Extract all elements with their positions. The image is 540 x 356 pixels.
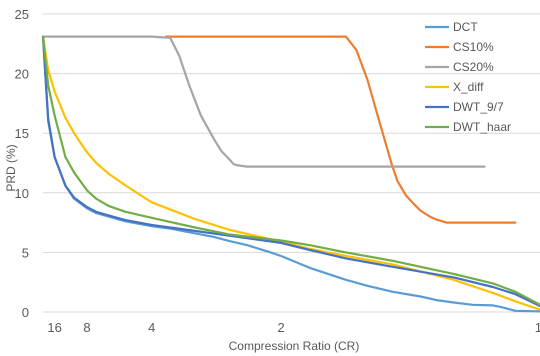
y-tick-label: 25 (15, 7, 29, 22)
y-tick-label: 5 (22, 245, 29, 260)
x-tick-label: 16 (47, 320, 61, 335)
y-tick-label: 0 (22, 305, 29, 320)
series-line-dwt-9-7 (41, 35, 540, 308)
legend-label-cs20: CS20% (453, 60, 494, 74)
x-tick-label: 1 (535, 320, 540, 335)
y-axis-title: PRD (%) (4, 144, 18, 191)
series-line-cs10 (165, 35, 517, 224)
y-tick-label: 10 (15, 186, 29, 201)
grid (43, 13, 540, 313)
legend-label-dwt-9-7: DWT_9/7 (453, 100, 504, 114)
x-tick-label: 2 (278, 320, 285, 335)
y-tick-labels: 0 5 10 15 20 25 (15, 7, 29, 320)
legend-label-cs10: CS10% (453, 40, 494, 54)
x-tick-label: 4 (148, 320, 155, 335)
series-lines (41, 35, 540, 313)
y-tick-label: 20 (15, 67, 29, 82)
legend-label-dwt-haar: DWT_haar (453, 120, 511, 134)
legend-label-dct: DCT (453, 20, 478, 34)
series-line-cs20 (41, 35, 486, 168)
x-tick-labels: 16 8 4 2 1 (47, 320, 540, 335)
x-tick-label: 8 (83, 320, 90, 335)
y-tick-label: 15 (15, 126, 29, 141)
legend-label-x-diff: X_diff (453, 80, 484, 94)
x-axis-title: Compression Ratio (CR) (229, 339, 360, 353)
series-line-dwt-haar (41, 35, 540, 306)
series-line-x-diff (41, 35, 540, 311)
legend: DCT CS10% CS20% X_diff DWT_9/7 DWT_haar (425, 20, 511, 134)
